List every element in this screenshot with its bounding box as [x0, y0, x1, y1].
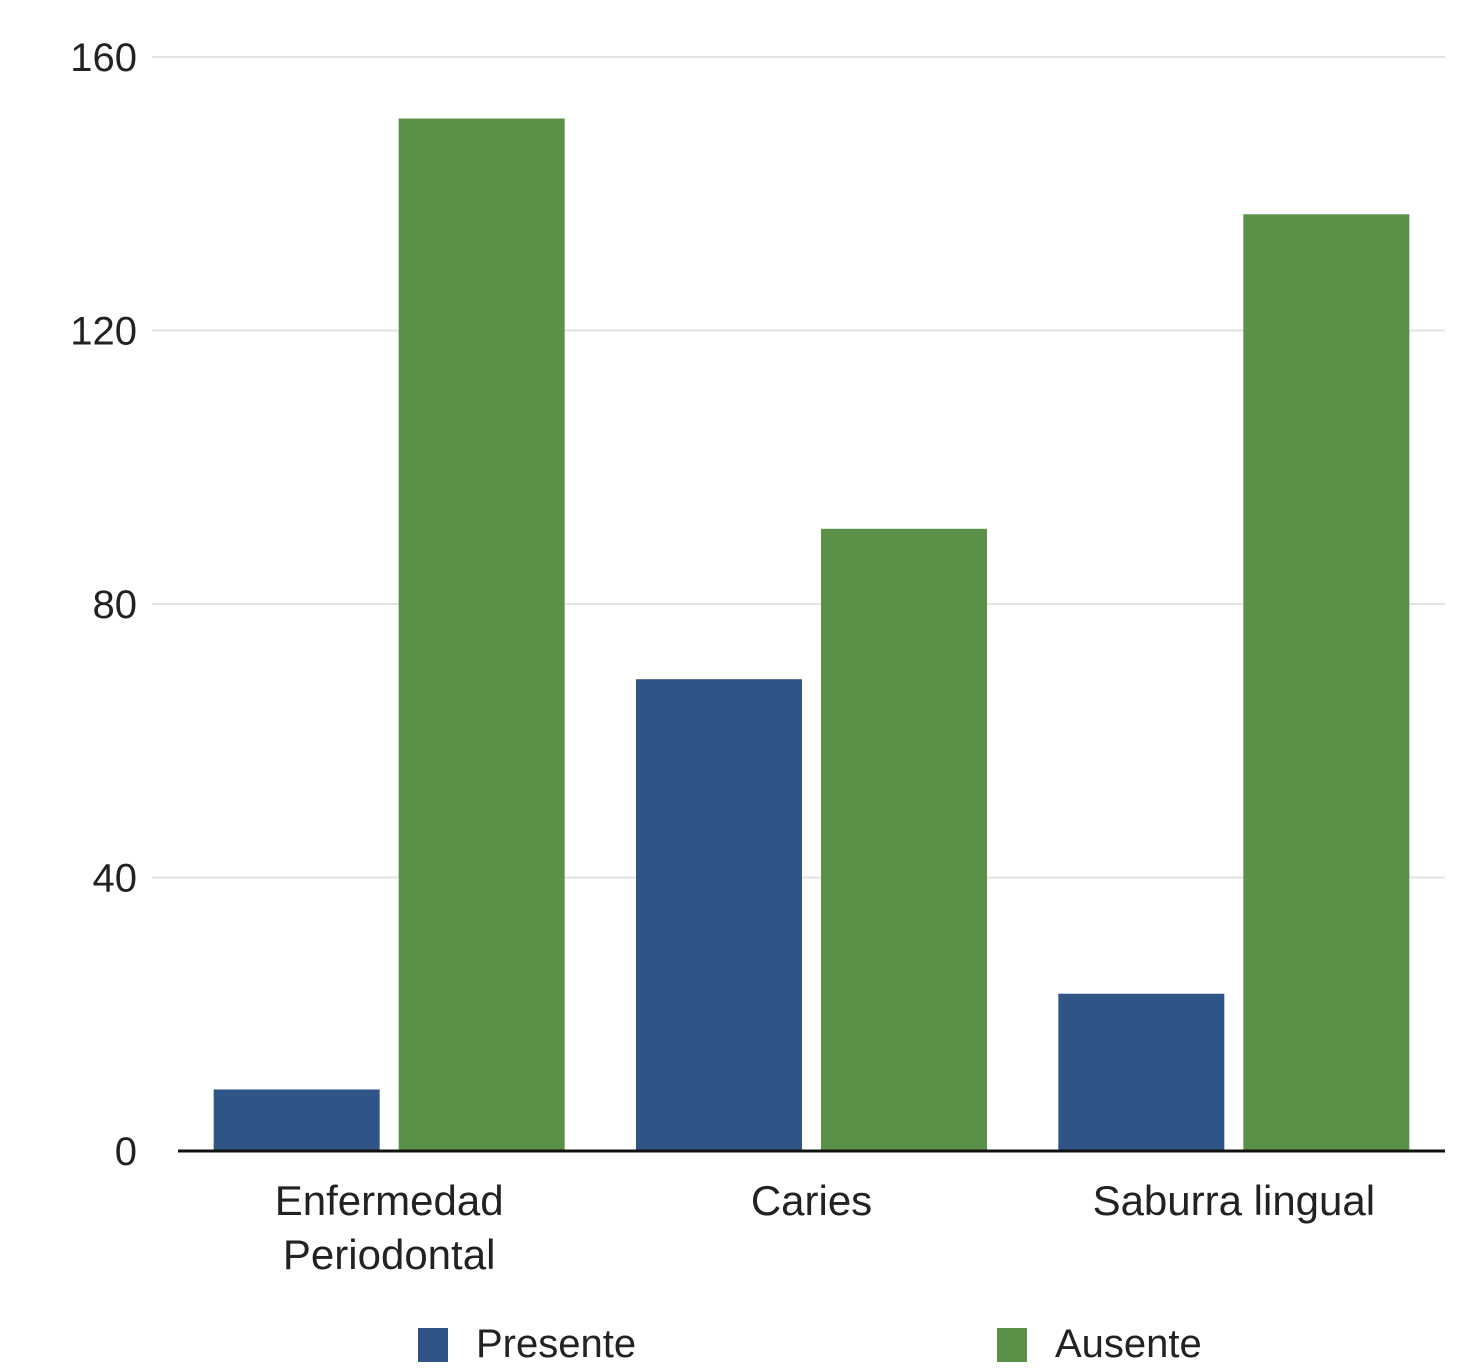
- legend: Presente Ausente: [418, 1322, 1202, 1366]
- y-tick-label: 160: [70, 36, 137, 80]
- y-tick-label: 40: [93, 857, 138, 901]
- y-tick-label: 0: [115, 1130, 137, 1174]
- legend-label-presente: Presente: [476, 1322, 636, 1366]
- bar-ausente-0: [398, 118, 565, 1152]
- y-tick-label: 80: [93, 583, 138, 627]
- legend-swatch-ausente: [997, 1328, 1027, 1362]
- bar-presente-1: [636, 679, 802, 1151]
- x-tick-label: Periodontal: [283, 1231, 495, 1278]
- bar-presente-0: [213, 1089, 380, 1151]
- y-axis-ticks: 0 40 80 120 160: [70, 36, 137, 1174]
- y-tick-label: 120: [70, 310, 137, 354]
- bars: [213, 118, 1410, 1152]
- x-tick-label: Saburra lingual: [1093, 1177, 1376, 1224]
- bar-ausente-2: [1243, 214, 1410, 1151]
- x-tick-label: Caries: [751, 1177, 872, 1224]
- x-tick-label: Enfermedad: [275, 1177, 504, 1224]
- category-labels: Enfermedad Periodontal Caries Saburra lingu…: [275, 1177, 1375, 1278]
- bar-presente-2: [1058, 993, 1225, 1151]
- bar-ausente-1: [821, 528, 987, 1151]
- legend-label-ausente: Ausente: [1055, 1322, 1202, 1366]
- legend-swatch-presente: [418, 1328, 448, 1362]
